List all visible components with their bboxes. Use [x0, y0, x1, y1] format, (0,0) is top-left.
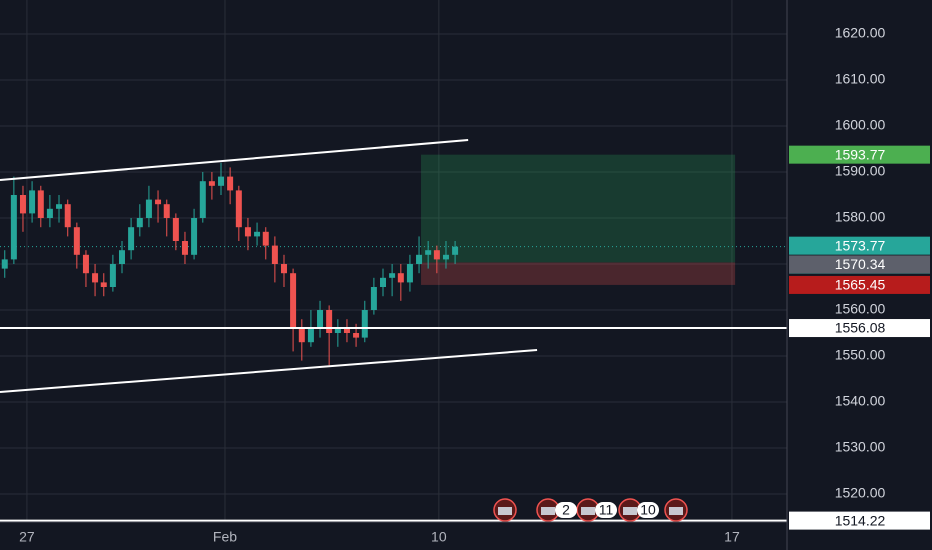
- candle-body: [1, 259, 8, 269]
- candle-body: [199, 181, 206, 219]
- price-badge-label: 1514.22: [835, 512, 886, 528]
- candle-body: [208, 181, 215, 186]
- event-flag: [669, 507, 683, 515]
- candle-body: [271, 245, 278, 265]
- candle-body: [442, 254, 449, 260]
- candle-body: [406, 264, 413, 283]
- profit-zone: [421, 154, 736, 263]
- candle-body: [452, 246, 459, 255]
- event-count-bg: [555, 502, 577, 518]
- candle-body: [244, 227, 251, 237]
- price-badge-label: 1556.08: [835, 320, 886, 336]
- candle-body: [37, 190, 44, 219]
- y-tick-label: 1610.00: [835, 71, 886, 87]
- price-badge: [789, 319, 930, 338]
- candle-body: [191, 218, 198, 255]
- y-tick-label: 1520.00: [835, 485, 886, 501]
- candle-body: [317, 310, 324, 329]
- y-tick-label: 1580.00: [835, 209, 886, 225]
- candle-body: [118, 250, 125, 265]
- x-tick-label: 27: [19, 529, 35, 545]
- candle-body: [46, 208, 53, 219]
- candle-body: [218, 176, 225, 186]
- trend-line: [0, 138, 469, 182]
- candle-body: [433, 250, 440, 260]
- candle-body: [262, 231, 269, 246]
- loss-zone: [421, 262, 736, 285]
- candle-body: [145, 199, 152, 219]
- candle-body: [353, 333, 360, 338]
- price-badge: [789, 275, 930, 294]
- event-count-bg: [637, 502, 659, 518]
- price-badge: [789, 511, 930, 530]
- y-tick-label: 1620.00: [835, 25, 886, 41]
- candle-body: [155, 199, 162, 205]
- event-count: 11: [599, 502, 614, 518]
- candle-body: [19, 195, 26, 214]
- candle-body: [370, 287, 377, 311]
- candle-body: [280, 264, 287, 274]
- event-flag: [581, 507, 595, 515]
- candle-body: [56, 204, 63, 209]
- candle-body: [307, 328, 314, 343]
- y-tick-label: 1560.00: [835, 301, 886, 317]
- candle-body: [416, 254, 423, 265]
- candle-body: [10, 195, 17, 260]
- price-badge: [789, 236, 930, 255]
- y-tick-label: 1590.00: [835, 163, 886, 179]
- candle-body: [128, 227, 135, 251]
- event-flag: [541, 507, 555, 515]
- price-badge-label: 1570.34: [835, 256, 886, 272]
- x-tick-label: 10: [431, 529, 447, 545]
- trend-line: [0, 349, 538, 394]
- candle-body: [343, 328, 350, 334]
- candle-body: [397, 273, 404, 283]
- price-badge: [789, 145, 930, 164]
- candle-body: [64, 204, 71, 228]
- candle-body: [73, 227, 80, 255]
- price-badge-label: 1593.77: [835, 146, 886, 162]
- event-flag: [623, 507, 637, 515]
- candle-body: [425, 250, 432, 255]
- candle-body: [361, 310, 368, 338]
- candle-body: [109, 264, 116, 288]
- candle-body: [29, 190, 36, 214]
- event-count: 2: [562, 502, 570, 518]
- time-axis-bg: [0, 524, 787, 550]
- event-count: 10: [640, 502, 656, 518]
- candle-body: [163, 204, 170, 219]
- event-count-bg: [595, 502, 617, 518]
- candle-body: [326, 310, 333, 334]
- price-badge: [789, 255, 930, 274]
- candle-body: [172, 218, 179, 242]
- candle-body: [290, 273, 297, 329]
- candle-body: [100, 282, 107, 288]
- y-tick-label: 1550.00: [835, 347, 886, 363]
- y-tick-label: 1530.00: [835, 439, 886, 455]
- candle-body: [334, 328, 341, 334]
- x-tick-label: 17: [724, 529, 740, 545]
- candle-body: [227, 176, 234, 191]
- candle-body: [181, 241, 188, 255]
- event-flag: [498, 507, 512, 515]
- x-tick-label: Feb: [213, 529, 237, 545]
- candle-body: [254, 231, 261, 237]
- candle-body: [235, 190, 242, 228]
- price-badge-label: 1565.45: [835, 277, 886, 293]
- candle-body: [389, 273, 396, 278]
- candle-body: [136, 218, 143, 228]
- y-tick-label: 1540.00: [835, 393, 886, 409]
- y-tick-label: 1600.00: [835, 117, 886, 133]
- candle-body: [82, 254, 89, 274]
- candle-body: [380, 277, 387, 288]
- price-badge-label: 1573.77: [835, 237, 886, 253]
- candle-body: [92, 273, 99, 283]
- candle-body: [298, 328, 305, 343]
